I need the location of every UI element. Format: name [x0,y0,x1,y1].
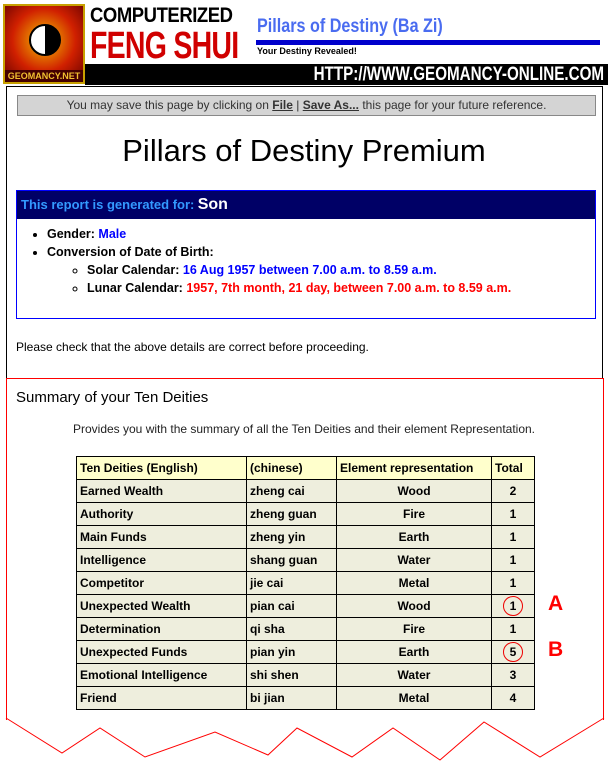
table-row: Unexpected Funds pian yin Earth 5 [76,640,535,664]
total-cell: 5 [491,640,535,664]
lunar-label: Lunar Calendar: [87,281,183,295]
column-header: Total [491,456,535,480]
element-cell: Metal [336,571,492,595]
element-cell: Water [336,663,492,687]
summary-title: Summary of your Ten Deities [16,389,209,406]
gender-value: Male [98,227,127,241]
total-cell: 1 [491,617,535,641]
geomancy-logo: GEOMANCY.NET [3,4,85,84]
zigzag-border [5,717,605,761]
table-row: Intelligence shang guan Water 1 [76,548,535,572]
column-header: Element representation [336,456,492,480]
element-cell: Metal [336,686,492,710]
element-cell: Earth [336,525,492,549]
element-cell: Water [336,548,492,572]
title-underline [256,40,600,45]
deity-chinese-cell: shang guan [246,548,337,572]
gender-item: Gender: Male [47,225,511,243]
deity-english-cell: Unexpected Wealth [76,594,247,618]
product-title: Pillars of Destiny (Ba Zi) [257,16,443,37]
deity-english-cell: Earned Wealth [76,479,247,503]
site-url[interactable]: HTTP://WWW.GEOMANCY-ONLINE.COM [313,64,604,85]
deity-english-cell: Authority [76,502,247,526]
element-cell: Wood [336,594,492,618]
deity-english-cell: Unexpected Funds [76,640,247,664]
table-row: Unexpected Wealth pian cai Wood 1 [76,594,535,618]
check-text: Please check that the above details are … [16,340,369,354]
solar-value: 16 Aug 1957 between 7.00 a.m. to 8.59 a.… [182,263,437,277]
deity-chinese-cell: zheng yin [246,525,337,549]
lunar-item: Lunar Calendar: 1957, 7th month, 21 day,… [87,279,511,297]
notice-text-end: this page for your future reference. [358,98,547,112]
table-header: Ten Deities (English) (chinese) Element re… [76,456,535,480]
deity-english-cell: Emotional Intelligence [76,663,247,687]
element-cell: Fire [336,617,492,641]
report-details-panel [6,86,603,379]
table-row: Emotional Intelligence shi shen Water 3 [76,663,535,687]
dob-label: Conversion of Date of Birth: [47,245,214,259]
dob-item: Conversion of Date of Birth: Solar Calen… [47,243,511,297]
element-cell: Earth [336,640,492,664]
deity-english-cell: Friend [76,686,247,710]
notice-sep: | [292,98,303,112]
circled-total: 1 [503,596,523,616]
total-cell: 1 [491,548,535,572]
deity-chinese-cell: bi jian [246,686,337,710]
report-header: This report is generated for: Son [17,191,595,219]
notice-file: File [272,98,293,112]
save-notice: You may save this page by clicking on Fi… [17,95,596,116]
element-cell: Wood [336,479,492,503]
page-title: Pillars of Destiny Premium [122,133,486,168]
brand-line2: FENG SHUI [90,25,239,67]
report-name: Son [197,196,228,213]
tagline: Your Destiny Revealed! [257,46,357,56]
table-row: Main Funds zheng yin Earth 1 [76,525,535,549]
brand-line1: COMPUTERIZED [90,4,233,27]
deity-chinese-cell: shi shen [246,663,337,687]
report-details: Gender: Male Conversion of Date of Birth… [47,225,511,297]
table-row: Friend bi jian Metal 4 [76,686,535,710]
deity-chinese-cell: jie cai [246,571,337,595]
summary-panel [6,378,604,720]
total-cell: 1 [491,594,535,618]
column-header: Ten Deities (English) [76,456,247,480]
total-cell: 1 [491,525,535,549]
deity-chinese-cell: pian cai [246,594,337,618]
total-cell: 1 [491,502,535,526]
report-label: This report is generated for: [21,197,195,212]
total-cell: 3 [491,663,535,687]
annotation-b: B [548,638,564,661]
deity-english-cell: Main Funds [76,525,247,549]
notice-saveas: Save As... [302,98,359,112]
solar-label: Solar Calendar: [87,263,180,277]
deity-chinese-cell: qi sha [246,617,337,641]
deity-english-cell: Intelligence [76,548,247,572]
lunar-value: 1957, 7th month, 21 day, between 7.00 a.… [186,281,512,295]
deity-chinese-cell: zheng cai [246,479,337,503]
table-row: Competitor jie cai Metal 1 [76,571,535,595]
column-header: (chinese) [246,456,337,480]
deity-chinese-cell: zheng guan [246,502,337,526]
ten-deities-table: Ten Deities (English) (chinese) Element re… [76,456,535,710]
deity-chinese-cell: pian yin [246,640,337,664]
circled-total: 5 [503,642,523,662]
yin-yang-icon [29,24,61,56]
gender-label: Gender: [47,227,95,241]
deity-english-cell: Competitor [76,571,247,595]
annotation-a: A [548,592,564,615]
summary-description: Provides you with the summary of all the… [72,422,536,436]
total-cell: 4 [491,686,535,710]
notice-text: You may save this page by clicking on [66,98,273,112]
table-row: Earned Wealth zheng cai Wood 2 [76,479,535,503]
deity-english-cell: Determination [76,617,247,641]
solar-item: Solar Calendar: 16 Aug 1957 between 7.00… [87,261,511,279]
report-box: This report is generated for: Son Gender… [16,190,596,319]
table-row: Determination qi sha Fire 1 [76,617,535,641]
total-cell: 1 [491,571,535,595]
table-row: Authority zheng guan Fire 1 [76,502,535,526]
logo-text: GEOMANCY.NET [5,70,83,82]
url-bar [85,64,608,85]
total-cell: 2 [491,479,535,503]
element-cell: Fire [336,502,492,526]
